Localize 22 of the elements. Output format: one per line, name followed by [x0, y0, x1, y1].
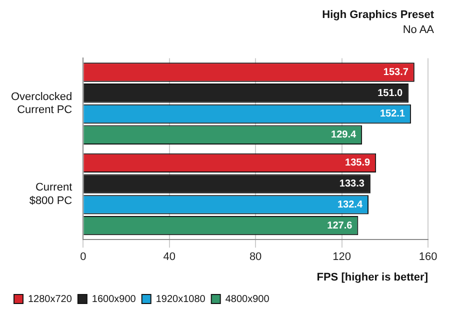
data-label: 153.7: [383, 67, 409, 78]
chart-title: High Graphics Preset: [321, 8, 434, 23]
data-label: 152.1: [380, 108, 406, 120]
legend-label: 1600x900: [92, 294, 136, 305]
y-tick-label: Overclocked Current PC: [10, 90, 72, 116]
data-label: 127.6: [327, 220, 353, 232]
data-label: 133.3: [339, 178, 365, 190]
x-tick-label: 40: [163, 251, 176, 264]
data-label: 132.4: [337, 199, 363, 210]
data-label: 129.4: [331, 130, 356, 141]
data-label: 135.9: [345, 158, 370, 169]
y-tick-label: Current $800 PC: [29, 182, 72, 207]
x-tick-label: 120: [332, 251, 351, 264]
legend-label: 1920x1080: [156, 294, 206, 305]
chart-subtitle: No AA: [402, 23, 434, 38]
legend-label: 4800x900: [225, 294, 270, 305]
x-tick-label: 80: [249, 251, 262, 264]
x-tick-label: 160: [418, 251, 438, 264]
legend-label: 1280x720: [28, 294, 72, 305]
data-label: 151.0: [378, 88, 404, 99]
x-tick-label: 0: [80, 251, 86, 264]
x-axis-title: FPS [higher is better]: [316, 271, 428, 284]
